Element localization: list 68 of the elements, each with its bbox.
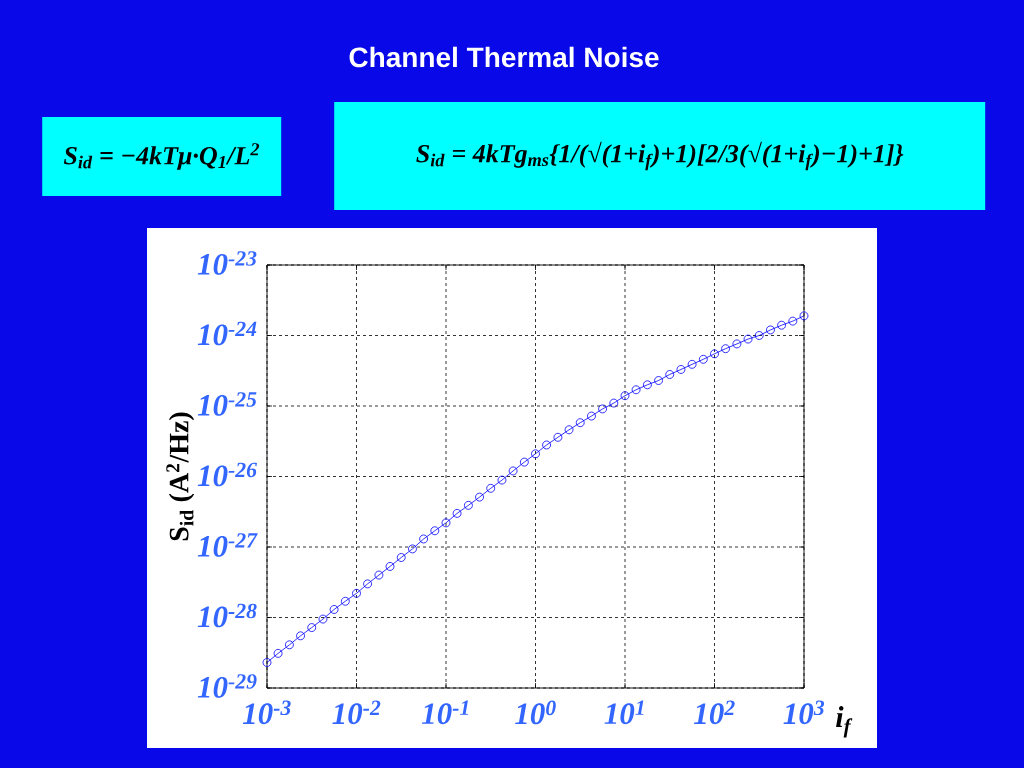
y-tick-label: 10$^{-23}$ (197, 251, 257, 275)
point (396, 553, 406, 562)
text: S$_{id}$ = −4kTμ·Q$_{1}$/L$^{2}$ (63, 143, 260, 170)
point (553, 432, 563, 442)
point (754, 331, 764, 340)
point (285, 640, 294, 650)
point (486, 483, 496, 493)
y-axis-title: S$_{id}$ (A$^{2}$/Hz) (166, 412, 195, 541)
point (788, 316, 798, 326)
point (531, 449, 540, 459)
point (296, 631, 305, 641)
y-tick-label: 10$^{-26}$ (197, 462, 257, 487)
point (598, 404, 608, 414)
point (508, 466, 518, 476)
chart-title: Channel Thermal Noise (349, 46, 659, 68)
point (408, 544, 417, 554)
point (564, 425, 574, 435)
point (273, 648, 283, 658)
point (374, 570, 384, 580)
point (340, 596, 350, 606)
point (519, 457, 529, 467)
y-tick-label: 10$^{-24}$ (197, 321, 257, 346)
y-tick-label: 10$^{-28}$ (197, 603, 257, 628)
x-tick-label: 10$^{-2}$ (332, 700, 381, 725)
x-axis-title: i$_{f}$ (836, 706, 853, 738)
point (262, 658, 272, 667)
point (631, 385, 641, 395)
point (620, 391, 630, 401)
point (385, 562, 395, 571)
x-tick-label: 10$^{-3}$ (242, 700, 291, 725)
point (665, 370, 675, 379)
point (643, 380, 652, 390)
point (654, 376, 663, 385)
point (587, 411, 596, 421)
point (766, 325, 775, 335)
y-tick-label: 10$^{-25}$ (197, 392, 257, 416)
point (430, 526, 440, 536)
point (687, 359, 697, 369)
point (799, 311, 809, 321)
text: S$_{id}$ = 4kTg$_{ms}${1/(√(1+i$_{f}$)+1)[2/3(√(1+i$_{f}$)−1)+1]} (416, 141, 904, 171)
x-tick-label: 10$^{-1}$ (421, 700, 469, 725)
point (698, 354, 708, 364)
x-tick-label: 10$^{3}$ (783, 700, 825, 725)
point (743, 334, 753, 344)
point (710, 349, 719, 359)
point (452, 508, 462, 518)
point (575, 418, 585, 428)
x-tick-label: 10$^{1}$ (604, 700, 644, 725)
point (609, 398, 619, 408)
point (732, 339, 742, 349)
point (777, 320, 786, 330)
y-tick-label: 10$^{-27}$ (197, 533, 258, 557)
point (721, 344, 730, 354)
point (497, 475, 507, 485)
x-tick-label: 10$^{0}$ (515, 700, 556, 725)
point (307, 623, 317, 632)
point (475, 492, 484, 502)
point (676, 365, 686, 374)
point (419, 534, 429, 544)
point (542, 440, 551, 450)
y-tick-label: 10$^{-29}$ (197, 674, 257, 698)
x-tick-label: 10$^{2}$ (694, 700, 735, 725)
point (318, 614, 328, 624)
point (329, 605, 339, 614)
point (464, 500, 473, 510)
point (363, 579, 372, 589)
point (352, 588, 361, 598)
point (441, 518, 451, 528)
